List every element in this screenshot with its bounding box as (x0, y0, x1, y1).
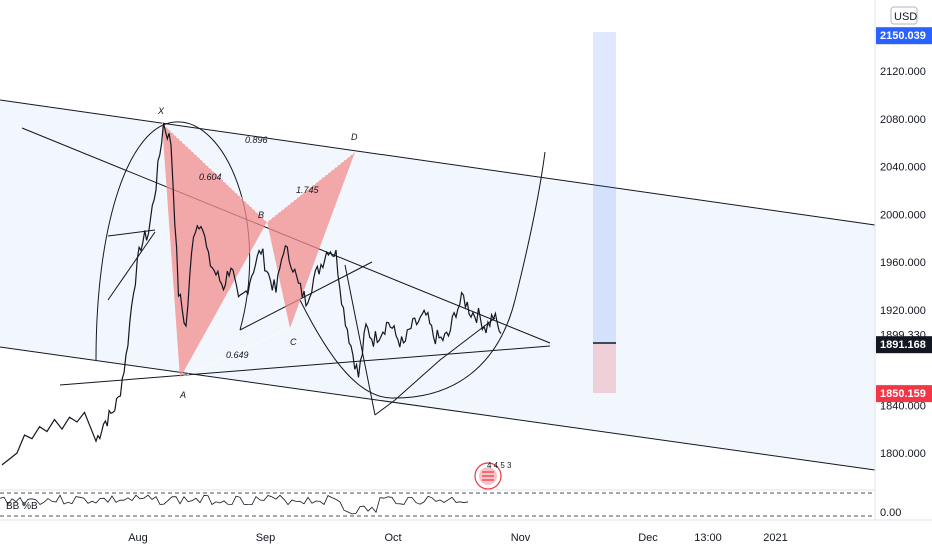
y-tick-label: 1960.000 (880, 257, 926, 269)
x-tick-label: Dec (638, 532, 658, 544)
pattern-labels: X A B C D 0.604 1.745 0.896 0.649 (157, 106, 358, 400)
position-stop-zone (593, 343, 616, 393)
channel-lower-line (0, 346, 876, 471)
x-tick-label: Sep (256, 532, 276, 544)
arc-right (299, 151, 546, 399)
x-tick-label: Oct (384, 532, 401, 544)
indicator-title: BB %B (6, 501, 38, 512)
y-tick-label: 2000.000 (880, 209, 926, 221)
last-price-label: 1899.330 (880, 329, 926, 341)
y-tick-label: 2040.000 (880, 162, 926, 174)
price-badge-label: 1850.159 (880, 388, 926, 400)
harmonic-pattern (161, 122, 356, 379)
channel-fill (0, 100, 875, 470)
price-badge-label: 1891.168 (880, 339, 926, 351)
price-axis[interactable]: 2120.000 2080.000 2040.000 2000.000 1960.000… (880, 66, 926, 460)
pattern-point-c: C (290, 337, 297, 347)
x-tick-label: 13:00 (694, 532, 722, 544)
time-axis[interactable]: Aug Sep Oct Nov Dec 13:00 2021 (128, 532, 788, 544)
pattern-ratio: 0.649 (226, 350, 249, 360)
events-marker[interactable]: 4 4 5 3 (474, 461, 512, 490)
pattern-xb-line (161, 122, 268, 223)
currency-button[interactable]: USD (890, 6, 918, 25)
price-badge-label: 2150.039 (880, 30, 926, 42)
price-badge (876, 27, 932, 45)
y-tick-label: 1840.000 (880, 400, 926, 412)
y-tick-label: 2120.000 (880, 66, 926, 78)
y-tick-label: 1800.000 (880, 448, 926, 460)
currency-label: USD (894, 11, 917, 23)
pattern-ratio: 0.604 (199, 172, 222, 182)
x-tick-label: Nov (511, 532, 531, 544)
pattern-point-b: B (258, 210, 264, 220)
channel-upper-line (0, 99, 876, 226)
y-tick-label: 2080.000 (880, 114, 926, 126)
price-badge (876, 336, 932, 354)
flag-bottom (107, 231, 156, 301)
trendline-lower (59, 345, 551, 386)
y-tick-label: 1920.000 (880, 305, 926, 317)
price-series-line (1, 122, 502, 466)
x-tick-label: Aug (128, 532, 148, 544)
indicator-line (0, 494, 469, 515)
price-badges: 2150.039 1891.168 1850.159 (876, 27, 932, 403)
pattern-ratio: 0.896 (245, 135, 268, 145)
pattern-point-a: A (179, 390, 186, 400)
position-target-zone (593, 32, 616, 343)
pattern-ratio: 1.745 (296, 185, 320, 195)
pattern-bcd-triangle (267, 152, 355, 328)
event-counts: 4 4 5 3 (487, 461, 512, 470)
cup-line-2 (344, 264, 376, 416)
price-badge (876, 385, 932, 403)
cup-line (374, 317, 496, 416)
pattern-ac-line (179, 327, 291, 379)
x-tick-label: 2021 (763, 532, 787, 544)
trendline-mid (239, 261, 373, 331)
pattern-point-x: X (157, 106, 165, 116)
pattern-bd-line (266, 151, 356, 223)
flag-top (107, 229, 156, 237)
pattern-point-d: D (351, 132, 358, 142)
indicator-tick: 0.00 (880, 507, 901, 519)
pattern-xab-triangle (162, 123, 267, 378)
